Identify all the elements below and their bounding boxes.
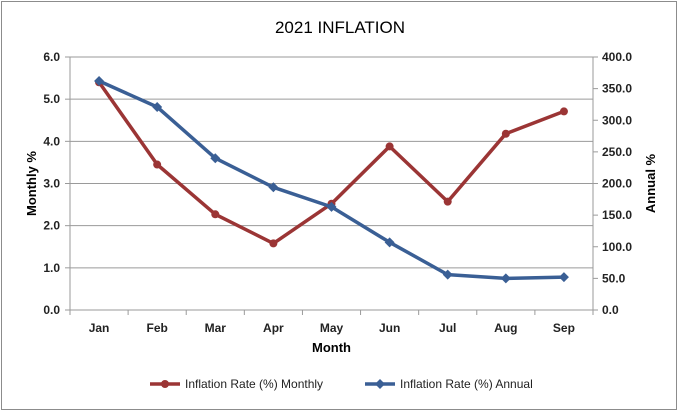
- left-tick-label: 5.0: [43, 92, 60, 106]
- legend-label: Inflation Rate (%) Annual: [400, 377, 533, 391]
- series-1: [95, 78, 568, 248]
- legend-label: Inflation Rate (%) Monthly: [185, 377, 323, 391]
- right-tick-label: 200.0: [602, 177, 632, 191]
- left-tick-label: 0.0: [43, 303, 60, 317]
- legend-marker: [375, 379, 385, 389]
- series-line: [98, 79, 564, 281]
- legend-item: Inflation Rate (%) Annual: [365, 377, 533, 391]
- left-tick-label: 1.0: [43, 261, 60, 275]
- x-tick-label: Feb: [146, 321, 167, 335]
- x-tick-label: Mar: [205, 321, 227, 335]
- legend-marker: [161, 380, 169, 388]
- data-point: [268, 182, 279, 193]
- chart-title: 2021 INFLATION: [275, 18, 405, 37]
- x-tick-label: Aug: [494, 321, 517, 335]
- x-axis-title: Month: [312, 340, 351, 355]
- right-tick-label: 300.0: [602, 113, 632, 127]
- right-tick-label: 350.0: [602, 82, 632, 96]
- x-axis-ticks: Jan Feb Mar Apr May Jun Jul Aug Sep: [69, 310, 594, 335]
- gridlines: [70, 56, 593, 311]
- right-tick-label: 150.0: [602, 208, 632, 222]
- data-point: [443, 197, 452, 206]
- data-point: [384, 237, 395, 248]
- x-tick-label: May: [320, 321, 344, 335]
- right-tick-label: 400.0: [602, 50, 632, 64]
- series-2: [94, 76, 569, 284]
- data-point: [442, 269, 453, 280]
- data-point: [385, 142, 394, 151]
- left-tick-label: 6.0: [43, 50, 60, 64]
- data-point: [559, 107, 568, 116]
- left-tick-label: 3.0: [43, 177, 60, 191]
- legend-item: Inflation Rate (%) Monthly: [150, 377, 323, 391]
- x-tick-label: Jan: [89, 321, 110, 335]
- y-axis-title: Monthly %: [24, 151, 39, 216]
- right-tick-label: 100.0: [602, 240, 632, 254]
- x-tick-label: Jun: [379, 321, 400, 335]
- right-tick-label: 0.0: [602, 303, 619, 317]
- data-point: [501, 129, 510, 138]
- left-tick-label: 4.0: [43, 134, 60, 148]
- data-point: [152, 101, 163, 112]
- left-axis-ticks: 0.0 1.0 2.0 3.0 4.0 5.0 6.0: [43, 50, 70, 317]
- data-point: [500, 273, 511, 284]
- right-axis-ticks: 0.0 50.0 100.0 150.0 200.0 250.0 300.0 350.0 400…: [593, 50, 632, 317]
- x-tick-label: Sep: [553, 321, 575, 335]
- left-tick-label: 2.0: [43, 219, 60, 233]
- data-point: [558, 272, 569, 283]
- y2-axis-title: Annual %: [643, 153, 658, 213]
- x-tick-label: Apr: [263, 321, 284, 335]
- data-point: [94, 76, 105, 87]
- data-point: [326, 201, 337, 212]
- right-tick-label: 250.0: [602, 145, 632, 159]
- data-point: [269, 239, 278, 248]
- series-line: [97, 81, 565, 246]
- x-tick-label: Jul: [439, 321, 456, 335]
- data-point: [153, 160, 162, 169]
- data-series: [94, 76, 569, 284]
- data-point: [210, 153, 221, 164]
- legend: Inflation Rate (%) Monthly Inflation Rate…: [150, 377, 533, 391]
- data-point: [211, 210, 220, 219]
- right-tick-label: 50.0: [602, 271, 626, 285]
